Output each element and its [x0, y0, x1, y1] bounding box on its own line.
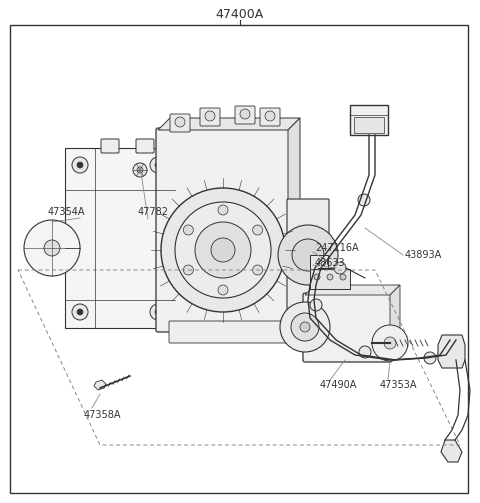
Circle shape: [340, 274, 346, 280]
Circle shape: [278, 225, 338, 285]
Circle shape: [218, 285, 228, 295]
Circle shape: [310, 299, 322, 311]
Text: 48633: 48633: [315, 258, 346, 268]
FancyBboxPatch shape: [101, 139, 119, 153]
Text: 47358A: 47358A: [84, 410, 121, 420]
Circle shape: [155, 309, 161, 315]
Circle shape: [384, 337, 396, 349]
FancyBboxPatch shape: [260, 108, 280, 126]
Polygon shape: [438, 335, 465, 368]
Circle shape: [300, 322, 310, 332]
Circle shape: [175, 117, 185, 127]
Circle shape: [291, 313, 319, 341]
FancyBboxPatch shape: [136, 139, 154, 153]
FancyBboxPatch shape: [303, 293, 392, 362]
Circle shape: [24, 220, 80, 276]
Circle shape: [72, 304, 88, 320]
Circle shape: [240, 109, 250, 119]
Circle shape: [183, 225, 193, 235]
Text: 247116A: 247116A: [315, 243, 359, 253]
Circle shape: [265, 111, 275, 121]
Circle shape: [359, 346, 371, 358]
Polygon shape: [288, 118, 300, 330]
Text: 47354A: 47354A: [48, 207, 85, 217]
Polygon shape: [390, 285, 400, 360]
Circle shape: [372, 325, 408, 361]
Text: 47782: 47782: [138, 207, 169, 217]
Circle shape: [327, 274, 333, 280]
Circle shape: [150, 157, 166, 173]
Circle shape: [280, 302, 330, 352]
Circle shape: [137, 167, 143, 173]
Text: 47490A: 47490A: [320, 380, 358, 390]
FancyBboxPatch shape: [170, 114, 190, 132]
Circle shape: [155, 162, 161, 168]
Polygon shape: [158, 118, 300, 130]
FancyBboxPatch shape: [287, 199, 329, 311]
Circle shape: [252, 225, 263, 235]
Circle shape: [150, 304, 166, 320]
Polygon shape: [441, 440, 462, 462]
Circle shape: [424, 352, 436, 364]
Circle shape: [133, 163, 147, 177]
Circle shape: [252, 265, 263, 275]
Circle shape: [175, 202, 271, 298]
FancyBboxPatch shape: [350, 105, 388, 135]
Circle shape: [77, 162, 83, 168]
Text: 43893A: 43893A: [405, 250, 442, 260]
Circle shape: [334, 262, 346, 274]
Circle shape: [72, 157, 88, 173]
Circle shape: [161, 188, 285, 312]
Circle shape: [77, 309, 83, 315]
Circle shape: [211, 238, 235, 262]
Circle shape: [358, 194, 370, 206]
Circle shape: [195, 222, 251, 278]
FancyBboxPatch shape: [310, 269, 350, 289]
FancyBboxPatch shape: [156, 128, 290, 332]
FancyBboxPatch shape: [354, 117, 384, 133]
Polygon shape: [94, 380, 106, 390]
Text: 47353A: 47353A: [380, 380, 418, 390]
FancyBboxPatch shape: [200, 108, 220, 126]
Text: 47400A: 47400A: [216, 8, 264, 21]
Circle shape: [292, 239, 324, 271]
Circle shape: [314, 274, 320, 280]
FancyBboxPatch shape: [65, 148, 175, 328]
Circle shape: [183, 265, 193, 275]
Circle shape: [44, 240, 60, 256]
Polygon shape: [305, 285, 400, 295]
FancyBboxPatch shape: [169, 321, 301, 343]
Circle shape: [205, 111, 215, 121]
FancyBboxPatch shape: [235, 106, 255, 124]
FancyBboxPatch shape: [310, 255, 328, 269]
Circle shape: [218, 205, 228, 215]
